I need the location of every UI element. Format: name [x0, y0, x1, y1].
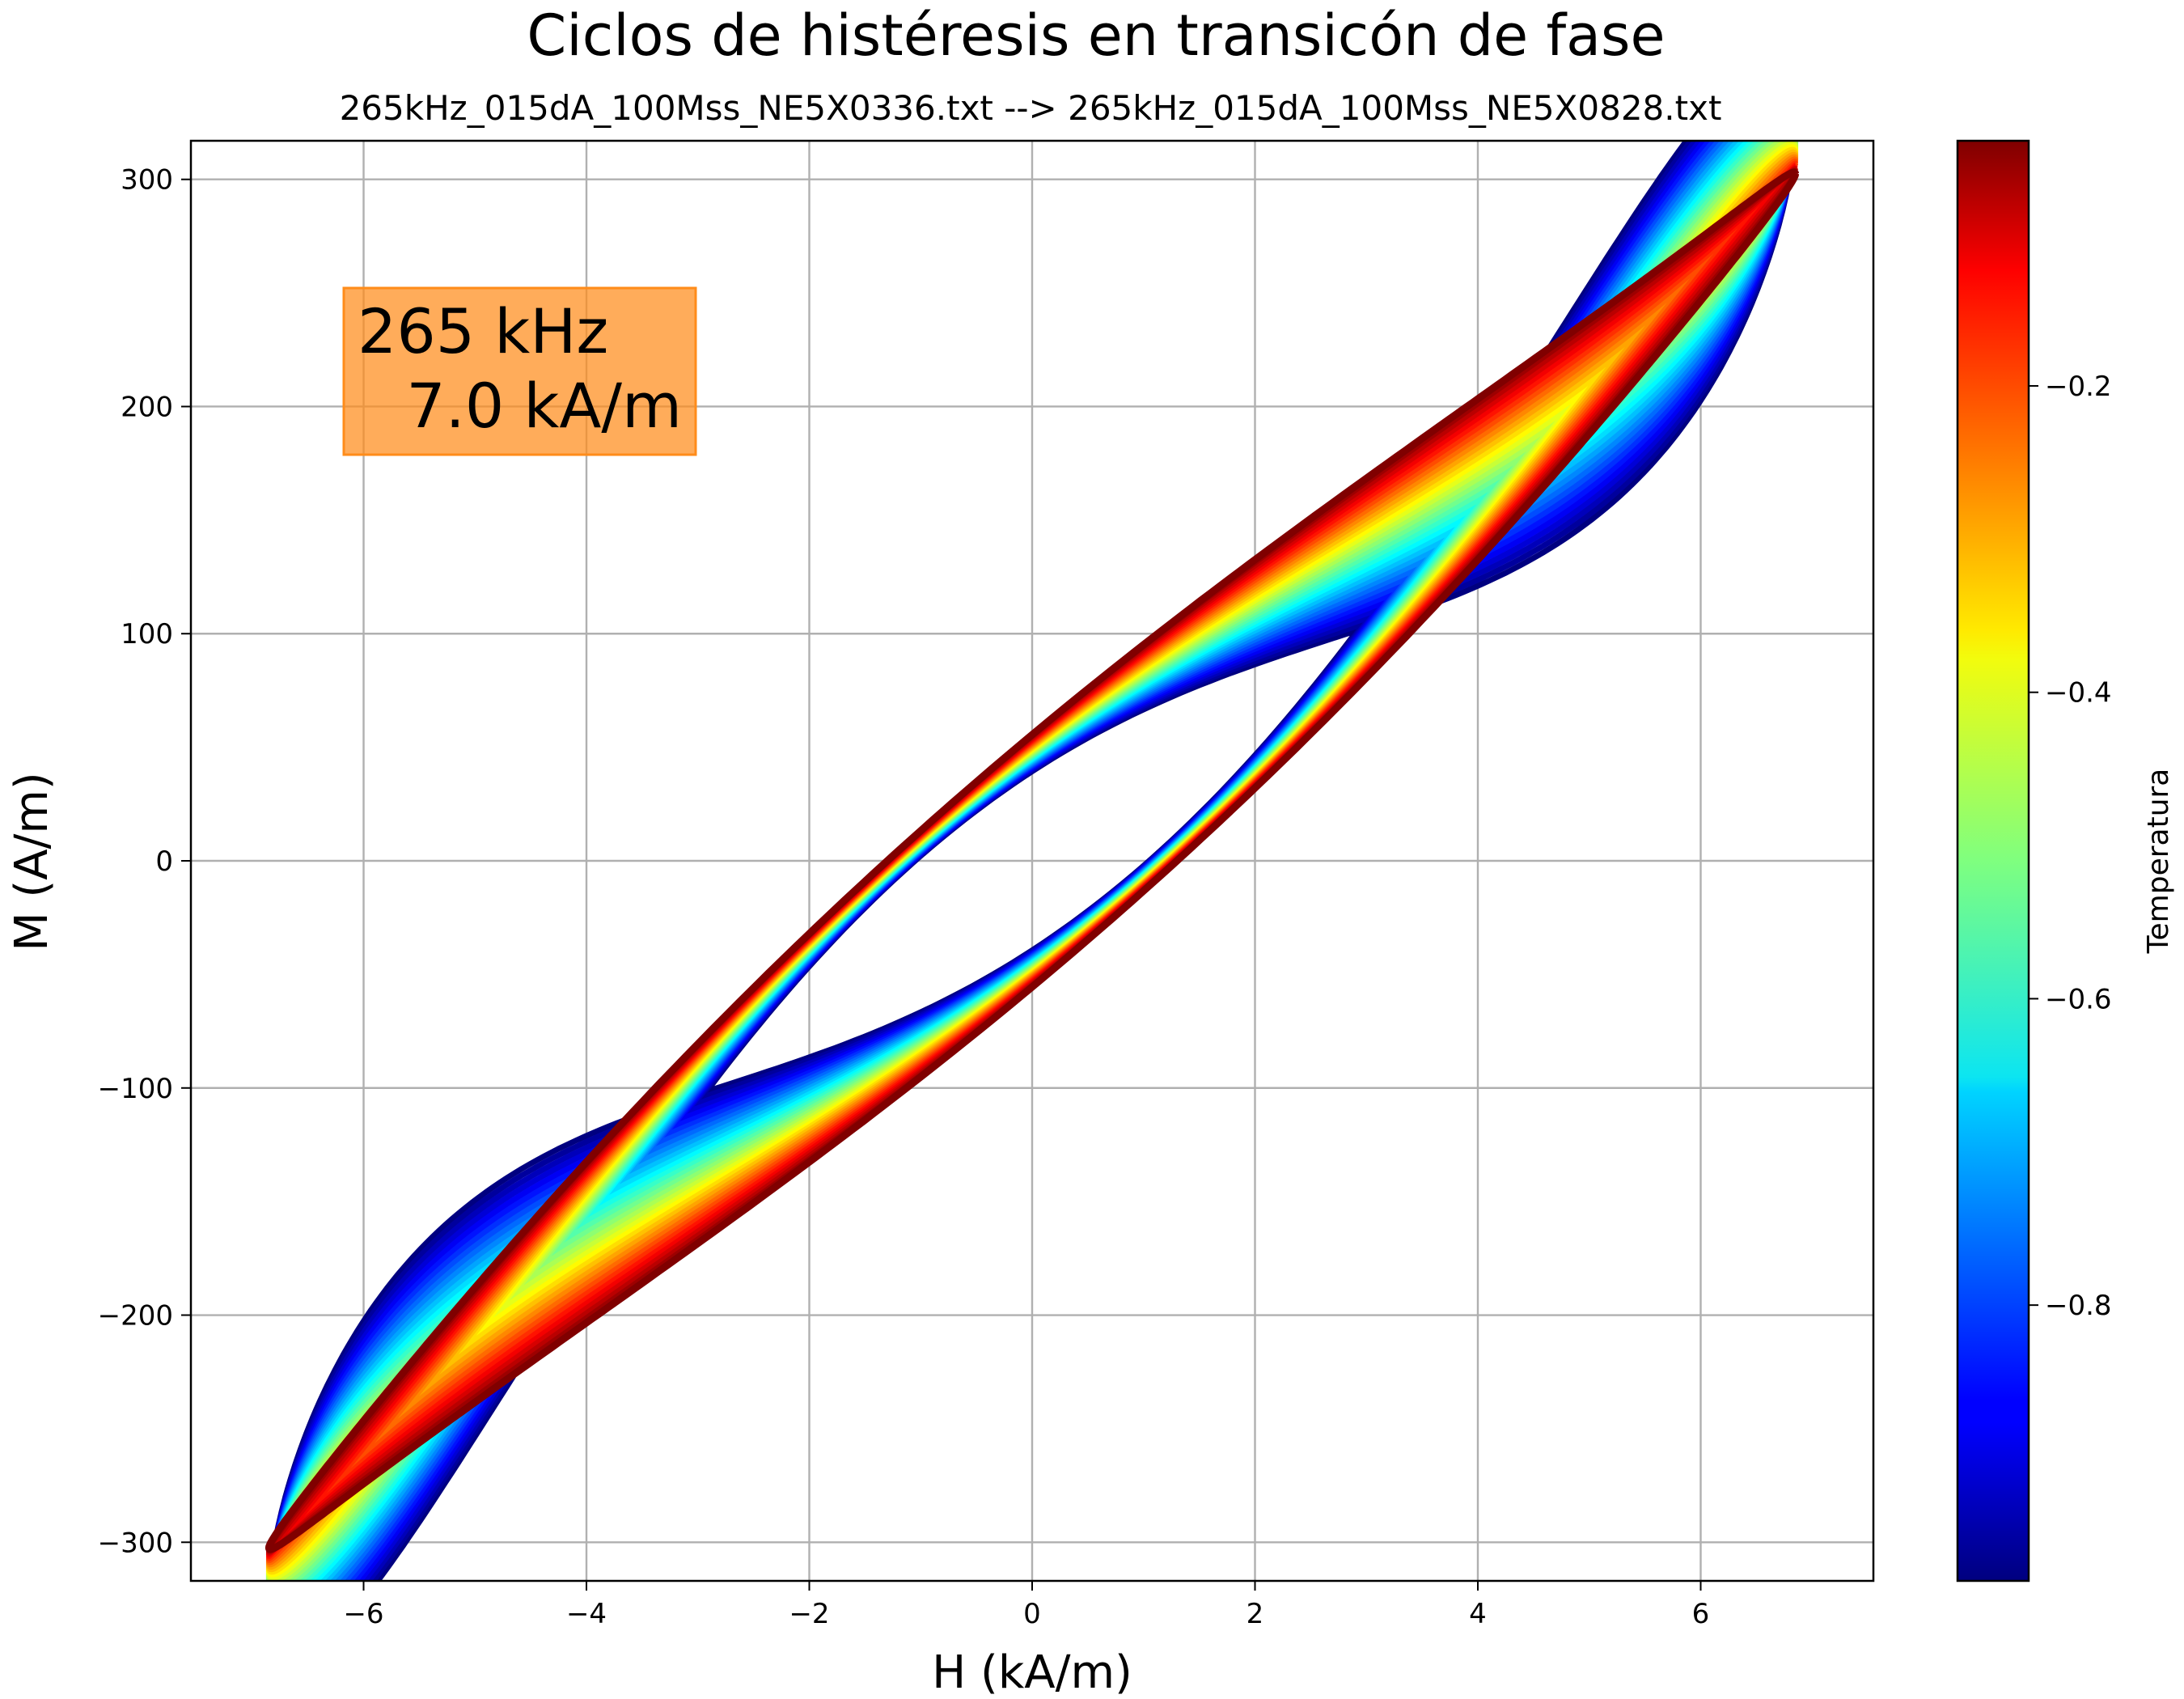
- x-axis-label: H (kA/m): [932, 1646, 1132, 1699]
- y-tick-label: 0: [155, 845, 173, 878]
- x-tick-label: −2: [789, 1598, 829, 1630]
- x-tick-label: −6: [343, 1598, 383, 1630]
- annotation-field: 7.0 kA/m: [406, 370, 682, 442]
- x-tick-label: 4: [1469, 1598, 1487, 1630]
- colorbar-tick-label: −0.6: [2045, 983, 2112, 1015]
- colorbar-gradient: [1956, 139, 2030, 1582]
- y-tick-label: −100: [98, 1073, 173, 1105]
- colorbar-ticks: −0.8 −0.6 −0.4 −0.2: [2029, 371, 2112, 1322]
- colorbar: −0.8 −0.6 −0.4 −0.2 Temperatura: [1956, 139, 2175, 1582]
- hysteresis-loop: [265, 168, 1800, 1553]
- x-tick-label: 2: [1246, 1598, 1264, 1630]
- x-tick-label: −4: [566, 1598, 607, 1630]
- chart-subtitle: 265kHz_015dA_100Mss_NE5X0336.txt --> 265…: [340, 88, 1722, 128]
- x-tick-label: 6: [1692, 1598, 1710, 1630]
- annotation-box: 265 kHz 7.0 kA/m: [342, 286, 697, 456]
- chart-title: Ciclos de histéresis en transicón de fas…: [527, 2, 1665, 69]
- y-tick-label: 100: [121, 618, 173, 650]
- annotation-frequency: 265 kHz: [358, 295, 608, 367]
- x-tick-label: 0: [1023, 1598, 1041, 1630]
- y-axis-label: M (A/m): [6, 772, 58, 951]
- y-tick-label: −200: [98, 1300, 173, 1333]
- axis-ticks: −6 −4 −2 0 2 4 6 −300 −200 −100 0 100 200 300: [98, 164, 1710, 1630]
- annotation-background: [342, 286, 697, 456]
- colorbar-label: Temperatura: [2142, 769, 2175, 955]
- y-tick-label: −300: [98, 1527, 173, 1559]
- colorbar-tick-label: −0.8: [2045, 1290, 2112, 1322]
- colorbar-tick-label: −0.4: [2045, 677, 2112, 710]
- y-tick-label: 200: [121, 391, 173, 423]
- y-tick-label: 300: [121, 164, 173, 197]
- colorbar-tick-label: −0.2: [2045, 371, 2112, 403]
